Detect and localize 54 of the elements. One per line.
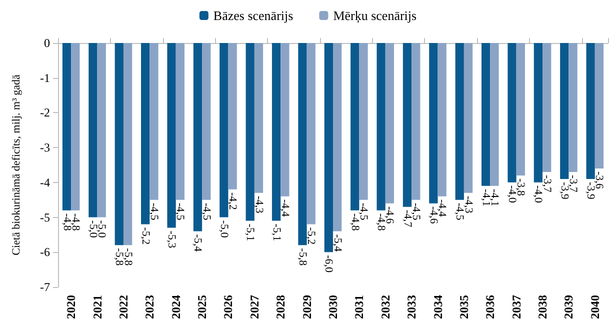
x-tick-label: 2038 [536, 295, 550, 319]
data-label: -5,2 [139, 227, 152, 245]
data-label: -5,4 [192, 234, 204, 252]
x-tick-label: 2026 [221, 295, 236, 319]
y-axis-title: Cietā biokurināmā deficīts, milj. m³ gadā [10, 74, 22, 256]
x-tick-label: 2036 [483, 295, 498, 319]
data-label: -4,2 [226, 192, 239, 210]
x-tick-label: 2032 [378, 295, 392, 319]
x-tick-label: 2029 [300, 295, 314, 319]
y-tick-label: -3 [40, 140, 50, 155]
data-label: -3,8 [514, 178, 527, 196]
y-tick-label: -7 [40, 280, 50, 294]
data-label: -4,6 [384, 206, 396, 224]
data-label: -4,3 [252, 196, 265, 214]
data-label: -5,3 [166, 230, 178, 249]
data-label: -5,4 [331, 234, 344, 252]
x-tick-label: 2025 [195, 295, 210, 319]
x-tick-label: 2040 [588, 295, 602, 319]
y-tick-label: 0 [44, 36, 50, 50]
x-tick-label: 2023 [142, 295, 157, 319]
x-tick-label: 2024 [168, 295, 183, 319]
x-tick-label: 2037 [509, 295, 524, 319]
x-tick-label: 2022 [116, 295, 130, 319]
x-tick-label: 2031 [352, 295, 366, 319]
x-tick-label: 2035 [456, 295, 471, 319]
x-tick-label: 2039 [562, 295, 576, 319]
data-label: -4,8 [60, 213, 73, 232]
x-tick-label: 2028 [274, 295, 288, 319]
legend-label: Mērķu scenārijs [333, 8, 417, 23]
y-tick-label: -4 [40, 175, 50, 190]
data-label: -5,0 [218, 220, 230, 238]
x-tick-label: 2027 [247, 295, 262, 319]
x-tick-label: 2034 [430, 295, 445, 319]
data-label: -4,5 [200, 202, 212, 221]
data-label: -4,5 [358, 202, 370, 221]
data-label: -4,7 [401, 210, 414, 228]
data-label: -5,2 [305, 227, 318, 245]
x-tick-label: 2021 [90, 295, 104, 319]
data-label: -5,1 [270, 224, 282, 242]
data-label: -4,5 [174, 202, 186, 221]
data-label: -4,4 [278, 199, 291, 218]
x-tick-label: 2030 [326, 295, 340, 319]
y-tick-label: -6 [40, 245, 50, 260]
data-label: -6,0 [322, 255, 335, 274]
y-tick-label: -5 [40, 210, 50, 224]
y-tick-label: -2 [40, 106, 50, 120]
data-label: -3,6 [593, 171, 606, 190]
data-label: -5,8 [296, 248, 308, 266]
data-label: -5,1 [244, 224, 256, 242]
data-label: -4,5 [148, 202, 160, 221]
y-tick-label: -1 [40, 70, 50, 85]
legend-label: Bāzes scenārijs [213, 8, 294, 23]
x-tick-label: 2020 [64, 295, 78, 319]
x-tick-label: 2033 [404, 295, 419, 319]
